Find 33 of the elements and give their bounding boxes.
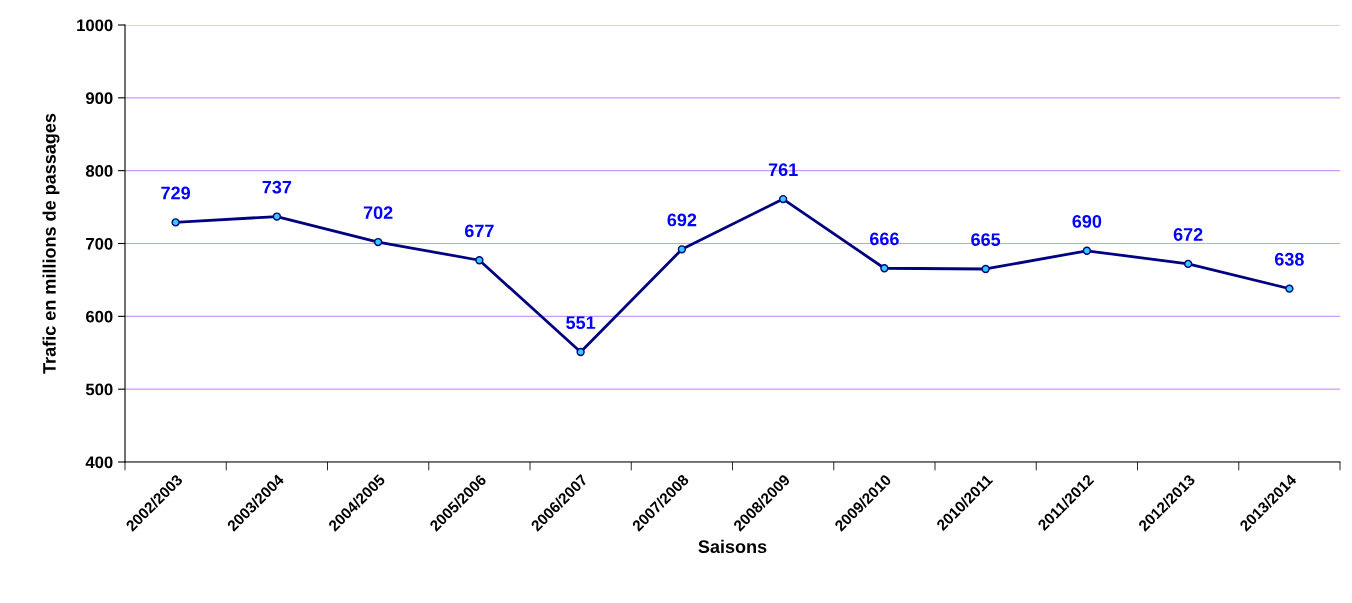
data-label: 666 bbox=[869, 232, 899, 246]
data-label: 702 bbox=[363, 206, 393, 220]
y-tick-label: 500 bbox=[85, 383, 113, 396]
data-label: 692 bbox=[667, 213, 697, 227]
data-label: 677 bbox=[464, 224, 494, 238]
y-axis-title: Trafic en millions de passages bbox=[42, 113, 60, 374]
data-label: 761 bbox=[768, 163, 798, 177]
point bbox=[373, 237, 383, 247]
data-label: 638 bbox=[1274, 252, 1304, 266]
point bbox=[677, 245, 687, 254]
data-label: 729 bbox=[161, 186, 191, 200]
data-label: 690 bbox=[1072, 214, 1102, 228]
y-tick-label: 900 bbox=[85, 92, 113, 105]
point bbox=[171, 218, 180, 227]
point bbox=[981, 264, 990, 274]
x-axis-title: Saisons bbox=[698, 539, 767, 554]
point bbox=[272, 212, 282, 221]
point bbox=[1285, 284, 1294, 293]
point bbox=[475, 256, 484, 265]
data-label: 672 bbox=[1173, 228, 1203, 241]
point bbox=[1183, 259, 1193, 269]
point bbox=[1082, 246, 1092, 255]
data-label: 737 bbox=[262, 180, 292, 194]
y-tick-label: 600 bbox=[86, 310, 113, 323]
y-tick-label: 400 bbox=[85, 456, 113, 469]
point bbox=[576, 347, 585, 357]
point bbox=[778, 194, 788, 204]
y-tick-label: 700 bbox=[86, 237, 113, 250]
data-label: 665 bbox=[971, 233, 1001, 246]
y-tick-label: 1000 bbox=[77, 19, 113, 32]
data-label: 551 bbox=[566, 316, 596, 330]
y-tick-label: 800 bbox=[85, 165, 113, 177]
point bbox=[880, 264, 889, 273]
